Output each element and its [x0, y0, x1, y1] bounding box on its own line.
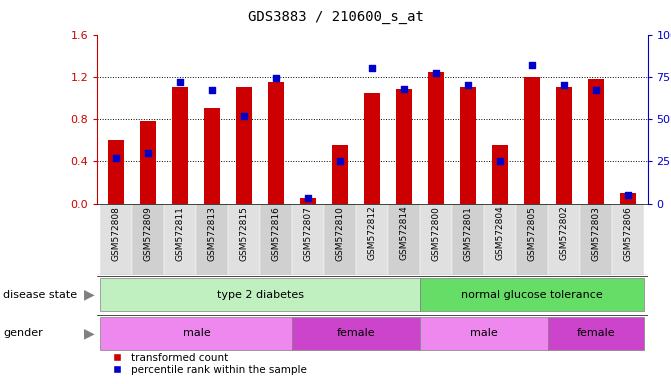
- Text: GSM572812: GSM572812: [368, 206, 377, 260]
- Bar: [356, 204, 389, 275]
- Bar: [293, 317, 421, 349]
- Text: male: male: [183, 328, 210, 338]
- Legend: transformed count, percentile rank within the sample: transformed count, percentile rank withi…: [103, 348, 311, 379]
- Point: [591, 87, 602, 93]
- Bar: [205, 109, 221, 204]
- Text: GSM572808: GSM572808: [112, 206, 121, 260]
- Bar: [101, 204, 132, 275]
- Text: gender: gender: [3, 328, 43, 338]
- Bar: [164, 204, 197, 275]
- Bar: [517, 204, 548, 275]
- Text: GSM572815: GSM572815: [240, 206, 249, 260]
- Text: GSM572806: GSM572806: [624, 206, 633, 260]
- Bar: [421, 317, 548, 349]
- Text: female: female: [577, 328, 616, 338]
- Bar: [197, 204, 228, 275]
- Bar: [620, 193, 636, 204]
- Bar: [428, 71, 444, 204]
- Point: [207, 87, 218, 93]
- Text: ▶: ▶: [84, 326, 95, 340]
- Bar: [484, 204, 517, 275]
- Point: [527, 62, 537, 68]
- Point: [271, 75, 282, 81]
- Text: normal glucose tolerance: normal glucose tolerance: [462, 290, 603, 300]
- Bar: [301, 198, 317, 204]
- Bar: [548, 204, 580, 275]
- Point: [559, 82, 570, 88]
- Bar: [452, 204, 484, 275]
- Point: [335, 158, 346, 164]
- Bar: [548, 317, 644, 349]
- Bar: [101, 278, 421, 311]
- Text: disease state: disease state: [3, 290, 77, 300]
- Bar: [172, 88, 189, 204]
- Point: [143, 150, 154, 156]
- Point: [175, 79, 186, 85]
- Text: GSM572811: GSM572811: [176, 206, 185, 260]
- Point: [623, 192, 633, 198]
- Bar: [460, 88, 476, 204]
- Text: GSM572807: GSM572807: [304, 206, 313, 260]
- Text: GSM572816: GSM572816: [272, 206, 281, 260]
- Bar: [580, 204, 613, 275]
- Bar: [132, 204, 164, 275]
- Bar: [140, 121, 156, 204]
- Text: female: female: [337, 328, 376, 338]
- Text: GSM572804: GSM572804: [496, 206, 505, 260]
- Text: GSM572801: GSM572801: [464, 206, 473, 260]
- Point: [367, 65, 378, 71]
- Text: GSM572814: GSM572814: [400, 206, 409, 260]
- Bar: [364, 93, 380, 204]
- Bar: [389, 204, 421, 275]
- Text: ▶: ▶: [84, 288, 95, 302]
- Bar: [101, 317, 293, 349]
- Bar: [228, 204, 260, 275]
- Bar: [268, 82, 285, 204]
- Point: [111, 155, 122, 161]
- Bar: [556, 88, 572, 204]
- Point: [463, 82, 474, 88]
- Text: GSM572805: GSM572805: [528, 206, 537, 260]
- Text: GSM572809: GSM572809: [144, 206, 153, 260]
- Point: [399, 86, 410, 92]
- Point: [495, 158, 506, 164]
- Bar: [109, 140, 125, 204]
- Bar: [613, 204, 644, 275]
- Text: GSM572813: GSM572813: [208, 206, 217, 260]
- Bar: [236, 88, 252, 204]
- Text: GSM572802: GSM572802: [560, 206, 569, 260]
- Bar: [260, 204, 293, 275]
- Bar: [524, 77, 540, 204]
- Text: male: male: [470, 328, 499, 338]
- Text: GSM572810: GSM572810: [336, 206, 345, 260]
- Point: [239, 113, 250, 119]
- Bar: [324, 204, 356, 275]
- Text: GSM572803: GSM572803: [592, 206, 601, 260]
- Bar: [421, 204, 452, 275]
- Point: [303, 195, 314, 202]
- Text: GDS3883 / 210600_s_at: GDS3883 / 210600_s_at: [248, 10, 423, 23]
- Bar: [332, 146, 348, 204]
- Bar: [421, 278, 644, 311]
- Text: type 2 diabetes: type 2 diabetes: [217, 290, 304, 300]
- Bar: [293, 204, 324, 275]
- Bar: [588, 79, 605, 204]
- Bar: [493, 146, 509, 204]
- Text: GSM572800: GSM572800: [432, 206, 441, 260]
- Point: [431, 70, 442, 76]
- Bar: [397, 89, 413, 204]
